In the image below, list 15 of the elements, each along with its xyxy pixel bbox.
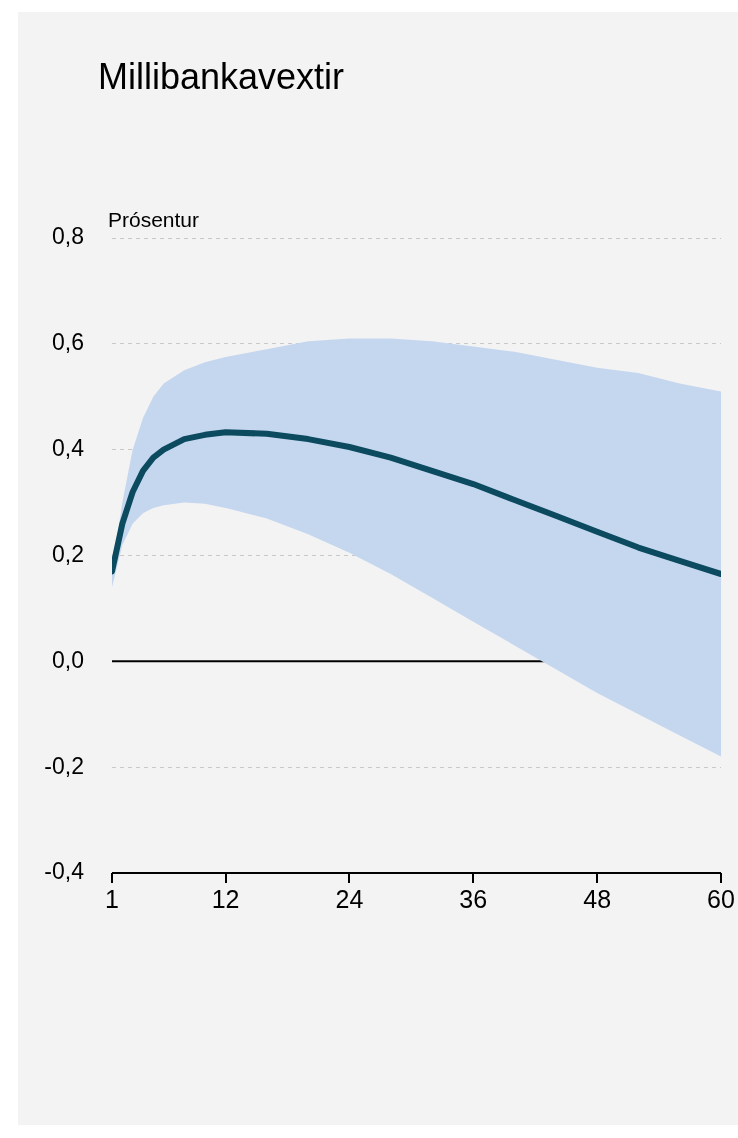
y-tick-label: 0,6 (52, 329, 84, 356)
y-axis-title: Prósentur (108, 208, 200, 232)
x-tick-label: 36 (459, 884, 488, 913)
y-tick-label: -0,4 (44, 858, 85, 885)
y-tick-label: 0,4 (52, 435, 85, 462)
x-tick-label: 1 (105, 884, 119, 913)
chart-title: Millibankavextir (98, 56, 345, 98)
y-tick-label: 0,8 (52, 223, 84, 250)
y-tick-label: -0,2 (44, 752, 84, 779)
x-tick-label: 12 (211, 884, 240, 913)
y-tick-label: 0,0 (52, 646, 84, 673)
y-tick-label: 0,2 (52, 540, 84, 567)
x-tick-label: 60 (707, 884, 735, 913)
x-tick-label: 48 (583, 884, 612, 913)
x-tick-label: 24 (335, 884, 364, 913)
